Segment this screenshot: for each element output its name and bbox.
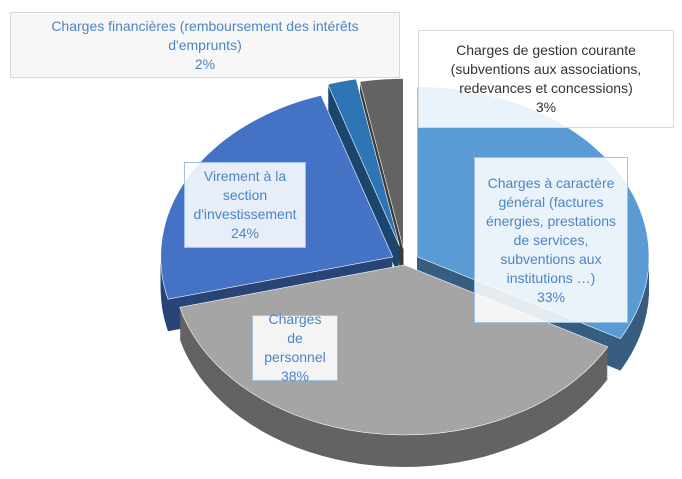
value-label: 38% xyxy=(280,368,310,384)
value-label: 3% xyxy=(535,99,557,115)
category-label: Charges de personnel xyxy=(264,311,326,365)
category-label: Charges financières (remboursement des i… xyxy=(51,17,359,53)
data-label: Virement à la section d'investissement 24… xyxy=(184,162,306,248)
category-label: Virement à la section d'investissement xyxy=(193,168,297,222)
category-label: Charges à caractère général (factures én… xyxy=(486,174,616,286)
data-label: Charges financières (remboursement des i… xyxy=(10,12,400,78)
value-label: 33% xyxy=(536,288,566,305)
value-label: 2% xyxy=(194,55,216,72)
data-label: Charges de gestion courante (subventions… xyxy=(418,30,674,128)
data-label: Charges de personnel 38% xyxy=(252,311,338,384)
slice xyxy=(359,78,404,249)
value-label: 24% xyxy=(230,225,260,241)
data-label: Charges à caractère général (factures én… xyxy=(474,157,628,323)
slice xyxy=(327,78,400,247)
category-label: Charges de gestion courante (subventions… xyxy=(450,42,642,96)
